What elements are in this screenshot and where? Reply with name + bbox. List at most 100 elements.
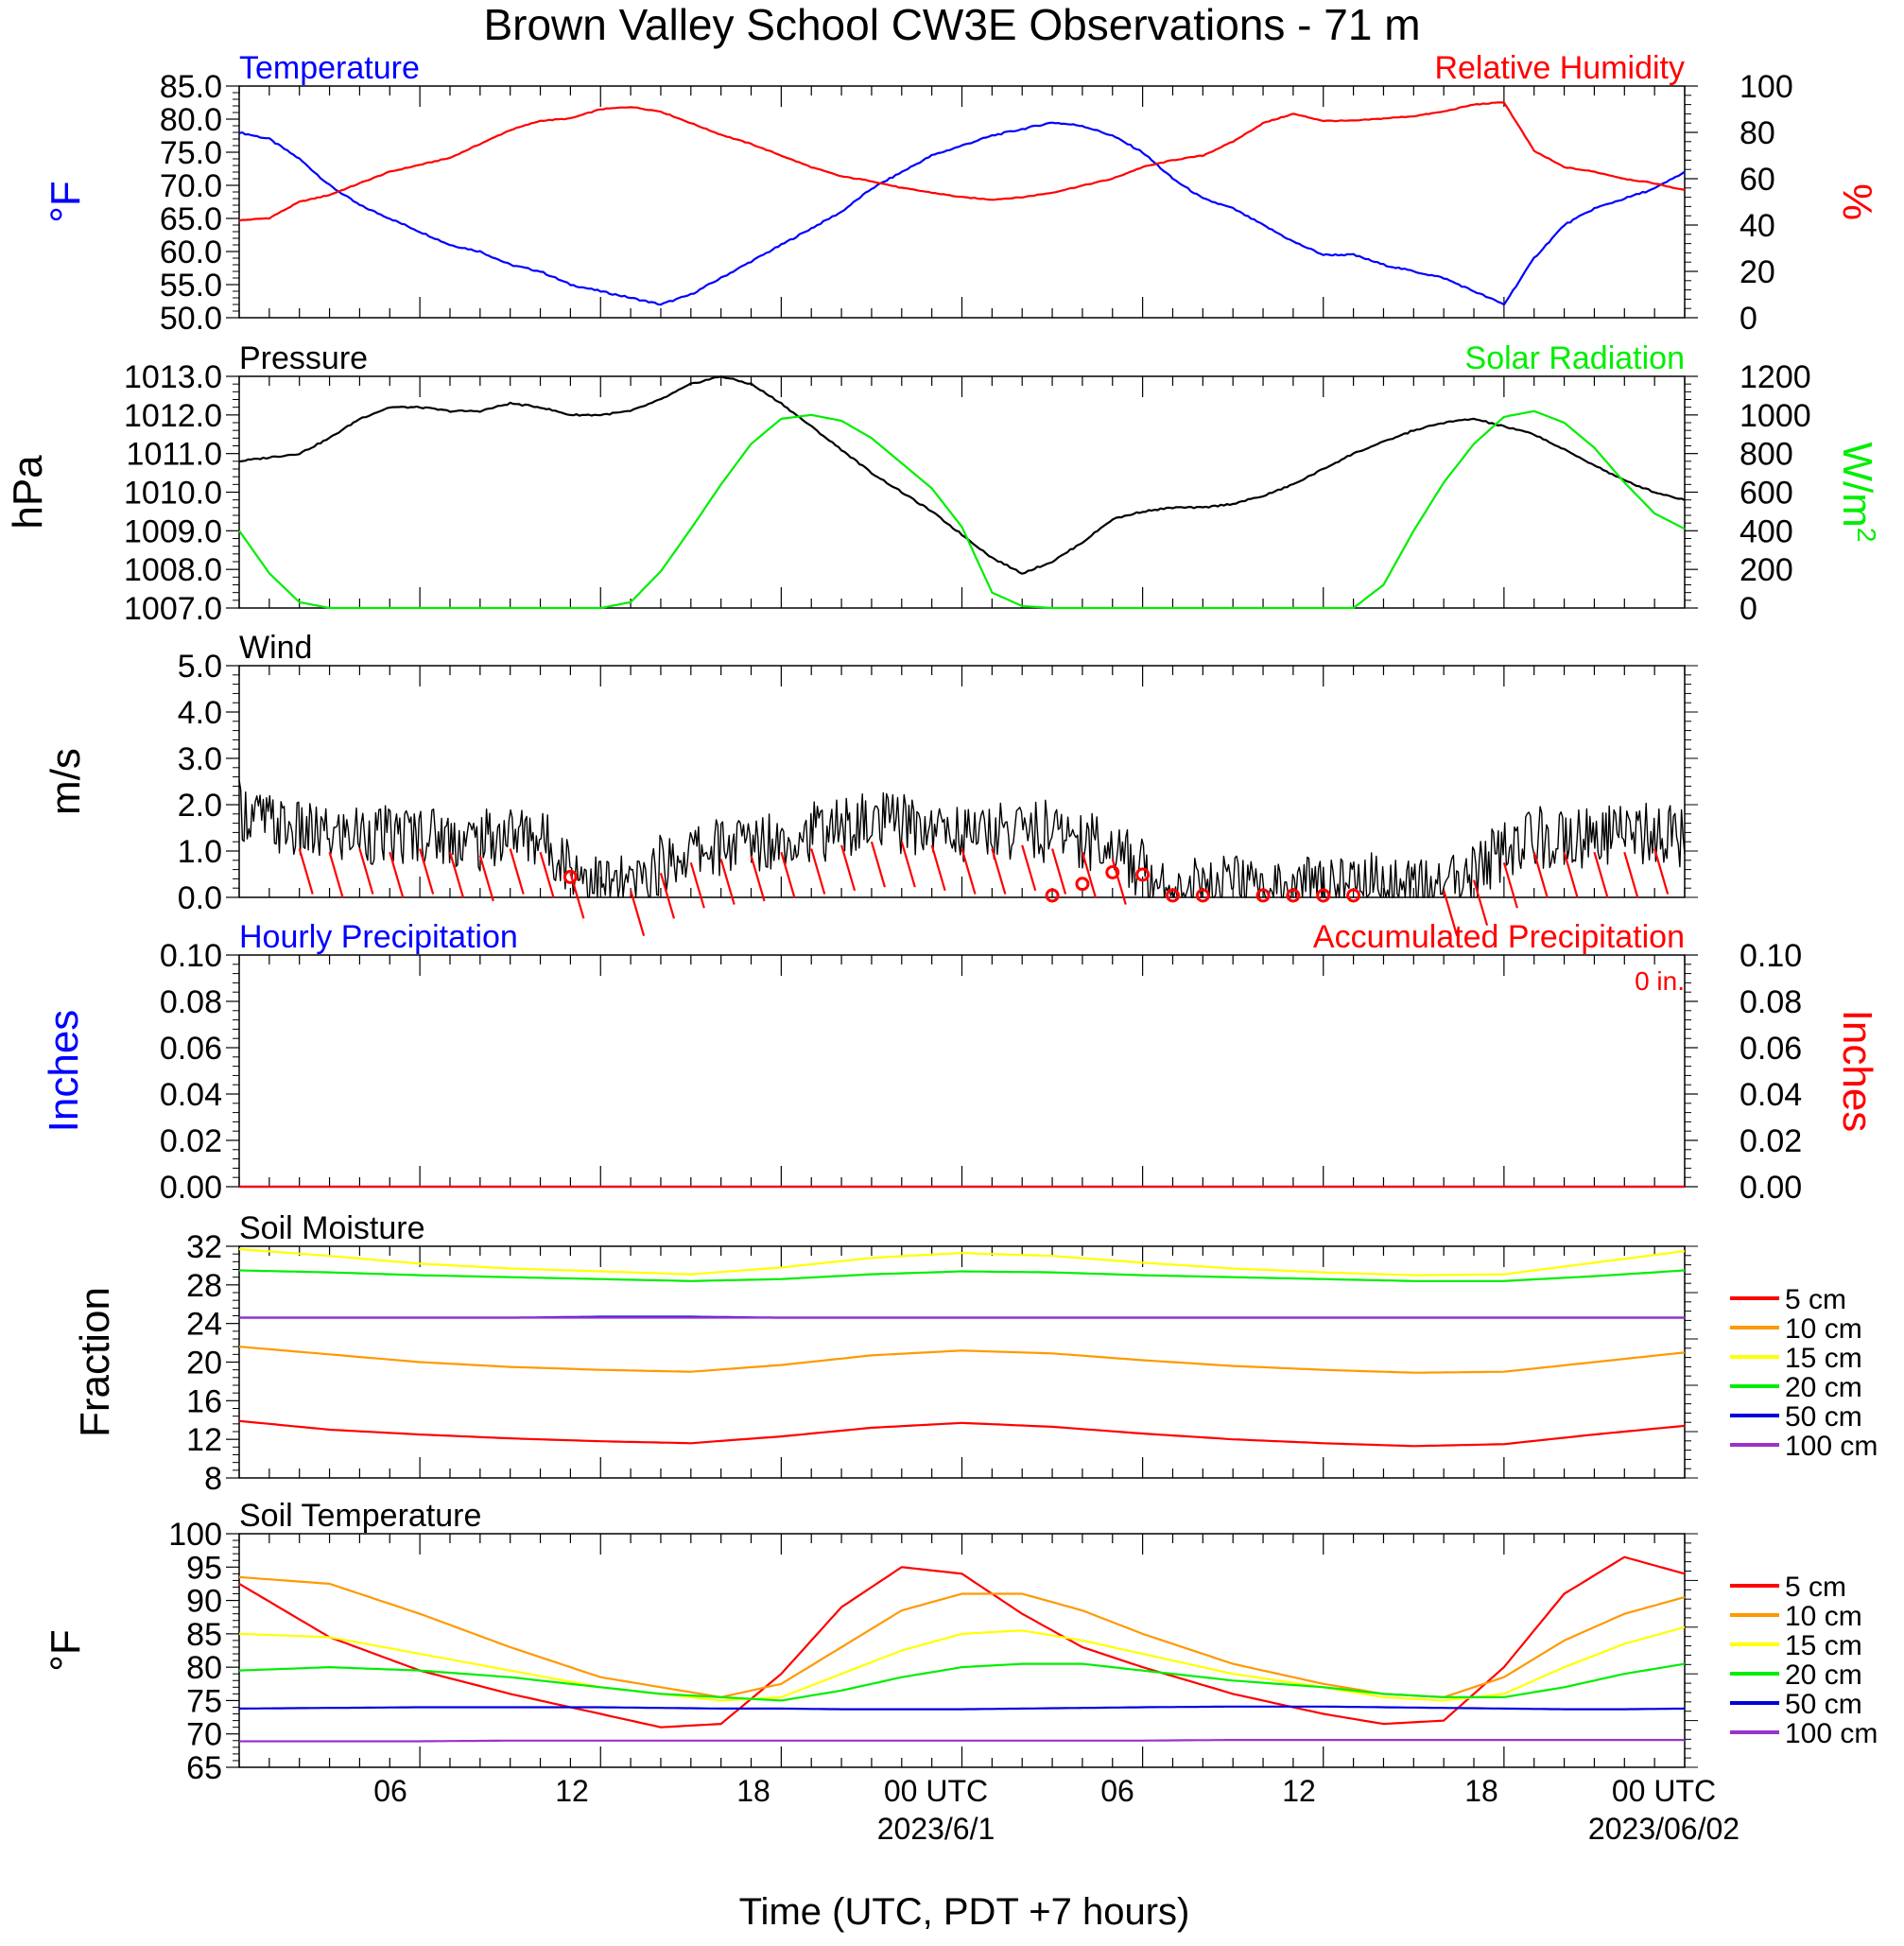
time-axis: 06 12 18 00 UTC 06 12 18 00 UTC 2023/6/1… [373, 1774, 1740, 1933]
y-tick-label: 1008.0 [124, 552, 222, 588]
y-tick-label: 85.0 [160, 69, 222, 105]
wind-barb [1443, 890, 1459, 936]
legend-label: 15 cm [1785, 1343, 1862, 1374]
y-tick-label: 1010.0 [124, 476, 222, 512]
time-tick-label-3: 18 [736, 1774, 770, 1808]
legend-label: 15 cm [1785, 1630, 1862, 1661]
wind-barb [870, 841, 886, 888]
y-right-tick-label: 1200 [1740, 359, 1811, 395]
y-right-tick-label: 40 [1740, 208, 1775, 244]
plot-frame [238, 1533, 1686, 1768]
y-tick-label: 1012.0 [124, 398, 222, 434]
time-tick-label-6: 12 [1282, 1774, 1316, 1808]
y-right-tick-label: 0.06 [1740, 1031, 1802, 1067]
panel-title-left: Wind [239, 630, 312, 666]
wind-barb [1502, 861, 1518, 909]
legend-label: 10 cm [1785, 1313, 1862, 1345]
wind-barb [419, 848, 435, 895]
calm-wind-marker [1135, 867, 1151, 882]
series-line-relative-humidity [238, 101, 1686, 222]
y-tick-label: 1009.0 [124, 513, 222, 549]
y-tick-label: 55.0 [160, 268, 222, 304]
date-label-2: 2023/06/02 [1588, 1812, 1740, 1846]
y-tick-label: 0.04 [160, 1077, 222, 1113]
calm-wind-marker [1105, 865, 1120, 879]
y-tick-label: 8 [204, 1461, 222, 1497]
panel-title-right: Accumulated Precipitation [1313, 919, 1685, 955]
y-tick-label: 0.0 [178, 880, 222, 916]
panel-title-right: Relative Humidity [1434, 50, 1685, 86]
y-right-tick-label: 400 [1740, 513, 1793, 549]
panel-wind: 5.0 4.0 3.0 2.0 1.0 0.0 Wind m/s [43, 630, 1698, 936]
y-tick-label: 0.02 [160, 1123, 222, 1159]
y-tick-label: 32 [186, 1229, 222, 1265]
y-right-tick-label: 20 [1740, 254, 1775, 290]
y-tick-label: 0.06 [160, 1031, 222, 1067]
time-tick-label-1: 06 [373, 1774, 407, 1808]
y-tick-label: 65.0 [160, 201, 222, 237]
y-right-tick-label: 0 [1740, 301, 1757, 337]
y-tick-label: 28 [186, 1268, 222, 1304]
wind-barb [1593, 851, 1609, 898]
series-line-5-cm [238, 1555, 1686, 1729]
y-axis-label-superscript: 2 [1853, 528, 1882, 543]
wind-barb [389, 851, 405, 898]
y-tick-label: 75.0 [160, 135, 222, 171]
calm-wind-marker [1316, 888, 1331, 903]
y-tick-label: 3.0 [178, 741, 222, 777]
legend-label: 5 cm [1785, 1284, 1846, 1315]
wind-barb [659, 872, 676, 919]
y-tick-label: 70.0 [160, 168, 222, 204]
y-tick-label: 80 [186, 1650, 222, 1686]
y-axis-label-right: W/m2 [1834, 443, 1882, 543]
panel-title-right: Solar Radiation [1465, 340, 1685, 376]
legend-label: 100 cm [1785, 1718, 1878, 1749]
y-tick-label: 50.0 [160, 301, 222, 337]
panel-title-left: Soil Moisture [239, 1210, 425, 1246]
y-tick-label: 60.0 [160, 235, 222, 270]
y-right-tick-label: 0.08 [1740, 984, 1802, 1020]
wind-barb [840, 844, 857, 892]
y-right-tick-label: 0.10 [1740, 938, 1802, 974]
y-right-tick-label: 200 [1740, 552, 1793, 588]
wind-barb [478, 855, 494, 902]
series-line-100-cm [239, 1738, 1685, 1743]
wind-barb [780, 851, 796, 898]
y-tick-label: 85 [186, 1617, 222, 1653]
legend-label: 50 cm [1785, 1401, 1862, 1433]
legend-label: 10 cm [1785, 1601, 1862, 1632]
series-line-solar-radiation [238, 409, 1686, 610]
calm-wind-marker [563, 869, 578, 884]
y-tick-label: 20 [186, 1346, 222, 1381]
y-right-tick-label: 0.00 [1740, 1170, 1802, 1206]
y-tick-label: 12 [186, 1422, 222, 1458]
series-line-15-cm [238, 1248, 1686, 1277]
y-tick-label: 1011.0 [127, 437, 222, 473]
panel-title-left: Hourly Precipitation [239, 919, 518, 955]
chart-title: Brown Valley School CW3E Observations - … [483, 0, 1420, 49]
wind-barb [509, 848, 525, 895]
y-tick-label: 4.0 [178, 695, 222, 731]
y-right-tick-label: 0.02 [1740, 1123, 1802, 1159]
wind-barb [1472, 879, 1489, 926]
calm-wind-marker [1286, 888, 1301, 903]
time-tick-label-4: 00 UTC [884, 1774, 988, 1808]
series-line-pressure [238, 375, 1686, 575]
y-tick-label: 100 [168, 1517, 222, 1553]
series-line-10-cm [238, 1346, 1686, 1374]
plot-frame [238, 85, 1686, 319]
wind-barb [1623, 851, 1639, 898]
y-axis-label-left: °F [43, 1629, 89, 1671]
series-line-temperature [238, 121, 1686, 306]
time-tick-label-8: 00 UTC [1612, 1774, 1716, 1808]
panel-title-left: Soil Temperature [239, 1498, 481, 1534]
panel-pressure-solar: 1013.01012.01011.01010.01009.01008.01007… [5, 340, 1882, 627]
x-axis-label: Time (UTC, PDT +7 hours) [739, 1891, 1190, 1933]
wind-barb [750, 855, 766, 902]
y-tick-label: 75 [186, 1683, 222, 1719]
y-tick-label: 0.10 [160, 938, 222, 974]
series-line-wind-speed [238, 779, 1686, 898]
time-tick-label-2: 12 [555, 1774, 589, 1808]
y-tick-label: 1.0 [178, 834, 222, 870]
